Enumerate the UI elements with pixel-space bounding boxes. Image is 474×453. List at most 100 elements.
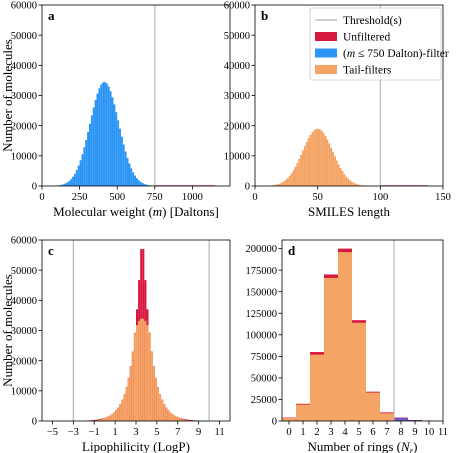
bar-filtered — [315, 128, 318, 186]
bar-tail_filters — [352, 322, 366, 421]
bar-tail-filtered — [161, 399, 164, 421]
bar-filtered — [294, 166, 297, 186]
bar-tail-filtered — [104, 417, 107, 421]
bar-filtered — [324, 135, 327, 186]
bar-tail-filtered — [133, 332, 136, 421]
bar-filtered — [111, 97, 114, 186]
panel-letter: a — [48, 8, 55, 23]
x-tick-label: 11 — [438, 427, 448, 438]
bar-tail-filtered — [127, 377, 130, 421]
bar-tail-filtered — [181, 419, 185, 421]
bar-filtered — [311, 132, 314, 186]
bar-filtered — [328, 143, 331, 186]
bar-tail-filtered — [102, 418, 105, 421]
x-tick-label: 11 — [214, 427, 224, 438]
bar-tail-filtered — [138, 320, 141, 421]
bar-filtered — [356, 184, 359, 186]
legend-tail_filters-swatch — [315, 65, 337, 74]
x-tick-label: 3 — [133, 427, 138, 438]
bar-filtered — [117, 120, 120, 186]
bar-tail-filtered — [106, 416, 109, 421]
axes-frame — [281, 239, 444, 422]
bar-filtered — [332, 151, 334, 186]
y-tick-label: 75000 — [251, 352, 277, 363]
bar-tail-filtered — [140, 318, 143, 421]
bar-filtered — [66, 182, 69, 186]
bar-filtered — [300, 154, 302, 186]
bar-filtered — [122, 144, 125, 186]
bar-tail-filtered — [165, 407, 168, 421]
bar-tail-filtered — [136, 325, 139, 421]
bar-tail-filtered — [108, 415, 111, 421]
bar-filtered — [100, 84, 103, 186]
bar-filtered — [136, 178, 138, 186]
bar-tail-filtered — [142, 318, 145, 421]
x-tick-label: 0 — [39, 192, 44, 203]
bar-filtered — [292, 170, 295, 186]
bar-filtered — [339, 167, 342, 186]
bar-tail-filtered — [177, 417, 180, 421]
bar-filtered — [352, 182, 355, 186]
x-tick-label: −5 — [47, 427, 58, 438]
bar-filtered — [107, 86, 110, 186]
bar-filtered — [349, 180, 351, 186]
y-tick-label: 30000 — [224, 91, 250, 102]
bar-tail-filtered — [184, 419, 187, 421]
y-tick-label: 40000 — [11, 61, 37, 72]
y-tick-label: 100000 — [246, 330, 278, 341]
bar-filtered — [68, 180, 71, 186]
x-axis-label: Number of rings (Nr) — [307, 439, 417, 453]
bar-filtered — [285, 179, 287, 186]
bar-tail-filtered — [169, 412, 172, 421]
bar-tail-filtered — [175, 416, 178, 421]
bar-tail-filtered — [158, 394, 162, 421]
bar-filtered — [358, 184, 361, 186]
bar-unfiltered — [186, 419, 189, 421]
x-axis-label: Lipophilicity (LogP) — [82, 439, 190, 453]
x-tick-label: −1 — [89, 427, 100, 438]
bar-filtered — [75, 169, 78, 186]
bar-filtered — [283, 181, 286, 186]
y-tick-label: 50000 — [251, 374, 277, 385]
x-tick-label: 7 — [384, 427, 389, 438]
x-axis-label: SMILES length — [308, 204, 390, 219]
bar-filtered — [286, 177, 289, 186]
bar-filtered — [87, 131, 89, 186]
bar-filtered — [62, 184, 65, 186]
x-tick-label: 10 — [424, 427, 435, 438]
bar-tail-filtered — [167, 410, 170, 421]
x-tick-label: 0 — [286, 427, 291, 438]
bar-filtered — [60, 184, 63, 186]
bar-tail-filtered — [144, 320, 147, 421]
bar-filtered — [277, 184, 280, 186]
bar-filtered — [298, 159, 301, 186]
x-tick-label: 8 — [398, 427, 403, 438]
x-tick-label: 4 — [342, 427, 348, 438]
y-tick-label: 10000 — [11, 151, 37, 162]
x-tick-label: 500 — [109, 192, 125, 203]
x-tick-label: 9 — [196, 427, 201, 438]
bar-tail_filters — [296, 404, 310, 421]
y-tick-label: 60000 — [224, 1, 250, 12]
y-tick-label: 150000 — [246, 287, 278, 298]
y-axis-label: Number of molecules — [0, 39, 15, 152]
bar-filtered — [318, 129, 321, 186]
legend: Threshold(s) Unfiltered (m ≤ 750 Dalton)-f… — [309, 7, 449, 81]
bar-filtered — [143, 183, 146, 186]
axes-frame — [41, 4, 231, 187]
bar-filtered — [313, 130, 316, 186]
bar-tail-filtered — [131, 351, 134, 421]
bar-tail_filters — [282, 417, 296, 421]
bar-tail_filters — [324, 277, 338, 421]
bar-filtered — [85, 139, 88, 186]
x-tick-label: 7 — [175, 427, 180, 438]
y-tick-label: 30000 — [11, 326, 37, 337]
x-tick-label: 3 — [328, 427, 333, 438]
bar-unfiltered — [96, 419, 99, 421]
x-tick-label: 5 — [356, 427, 361, 438]
panel-letter: d — [288, 243, 296, 258]
chart-panel-b: 0 50 100 150 0 10000 20000 30000 40000 50000 60000… — [224, 1, 451, 219]
bar-tail-filtered — [163, 404, 166, 421]
y-tick-label: 60000 — [11, 236, 37, 247]
bar-filtered — [102, 82, 105, 186]
